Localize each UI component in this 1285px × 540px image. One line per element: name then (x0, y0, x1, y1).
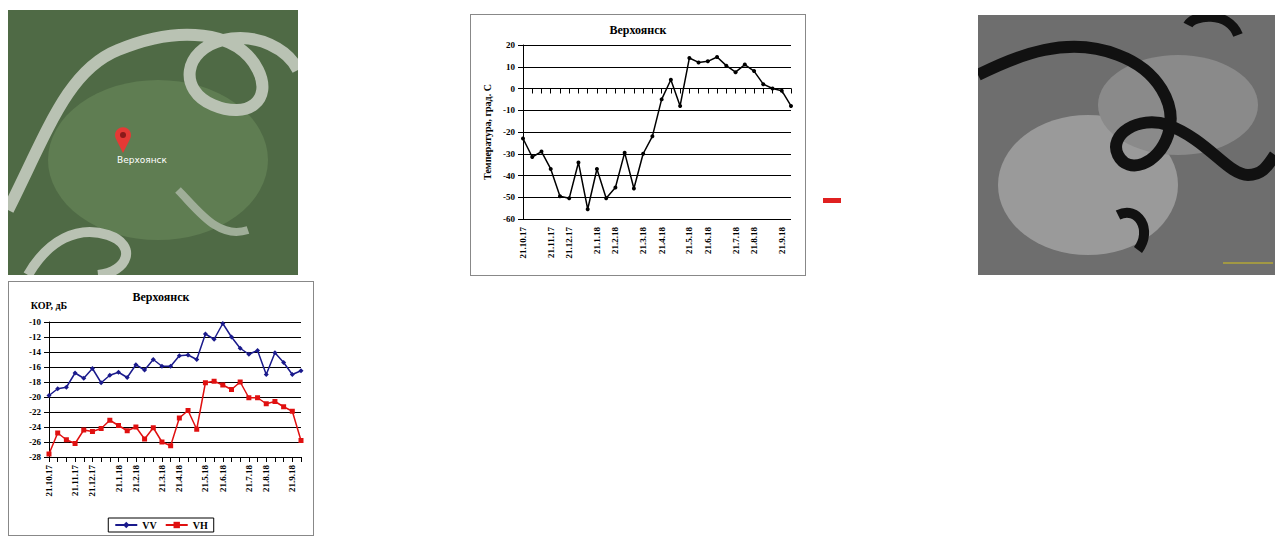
svg-text:10: 10 (506, 62, 516, 72)
svg-text:-10: -10 (503, 105, 515, 115)
svg-text:-14: -14 (29, 347, 41, 357)
svg-text:Верхоянск: Верхоянск (117, 155, 168, 165)
svg-text:Верхоянск: Верхоянск (133, 290, 190, 304)
svg-text:21.8.18: 21.8.18 (749, 227, 759, 255)
svg-text:21.12.17: 21.12.17 (564, 227, 574, 259)
svg-text:VH: VH (193, 520, 208, 531)
svg-text:21.10.17: 21.10.17 (518, 227, 528, 259)
svg-text:-22: -22 (29, 407, 41, 417)
svg-text:-30: -30 (503, 149, 515, 159)
svg-text:0: 0 (511, 84, 516, 94)
svg-text:-16: -16 (29, 362, 41, 372)
svg-text:21.7.18: 21.7.18 (731, 227, 741, 255)
svg-text:-28: -28 (29, 452, 41, 462)
svg-text:21.2.18: 21.2.18 (131, 465, 141, 493)
svg-text:21.6.18: 21.6.18 (218, 465, 228, 493)
svg-text:21.11.17: 21.11.17 (546, 227, 556, 259)
svg-text:Верхоянск: Верхоянск (610, 23, 667, 37)
svg-text:21.9.18: 21.9.18 (287, 465, 297, 493)
svg-text:КОР, дБ: КОР, дБ (31, 300, 68, 311)
svg-text:21.6.18: 21.6.18 (703, 227, 713, 255)
svg-text:21.12.17: 21.12.17 (87, 465, 97, 497)
svg-text:21.7.18: 21.7.18 (244, 465, 254, 493)
svg-text:-20: -20 (503, 127, 515, 137)
svg-text:-24: -24 (29, 422, 41, 432)
svg-text:21.5.18: 21.5.18 (200, 465, 210, 493)
svg-text:21.9.18: 21.9.18 (777, 227, 787, 255)
svg-text:-26: -26 (29, 437, 41, 447)
svg-text:-10: -10 (29, 317, 41, 327)
svg-text:21.10.17: 21.10.17 (44, 465, 54, 497)
svg-text:21.3.18: 21.3.18 (638, 227, 648, 255)
svg-text:21.4.18: 21.4.18 (657, 227, 667, 255)
svg-text:21.3.18: 21.3.18 (157, 465, 167, 493)
svg-text:-40: -40 (503, 171, 515, 181)
svg-text:20: 20 (506, 40, 516, 50)
svg-text:Температура, град. С: Температура, град. С (482, 84, 493, 180)
svg-text:21.8.18: 21.8.18 (261, 465, 271, 493)
svg-text:-50: -50 (503, 192, 515, 202)
svg-text:21.1.18: 21.1.18 (592, 227, 602, 255)
svg-text:21.11.17: 21.11.17 (70, 465, 80, 497)
svg-text:21.4.18: 21.4.18 (174, 465, 184, 493)
svg-text:-20: -20 (29, 392, 41, 402)
svg-text:VV: VV (142, 520, 157, 531)
svg-text:-18: -18 (29, 377, 41, 387)
svg-text:21.1.18: 21.1.18 (114, 465, 124, 493)
svg-text:21.5.18: 21.5.18 (684, 227, 694, 255)
svg-text:-12: -12 (29, 332, 41, 342)
svg-text:21.2.18: 21.2.18 (610, 227, 620, 255)
svg-text:-60: -60 (503, 214, 515, 224)
